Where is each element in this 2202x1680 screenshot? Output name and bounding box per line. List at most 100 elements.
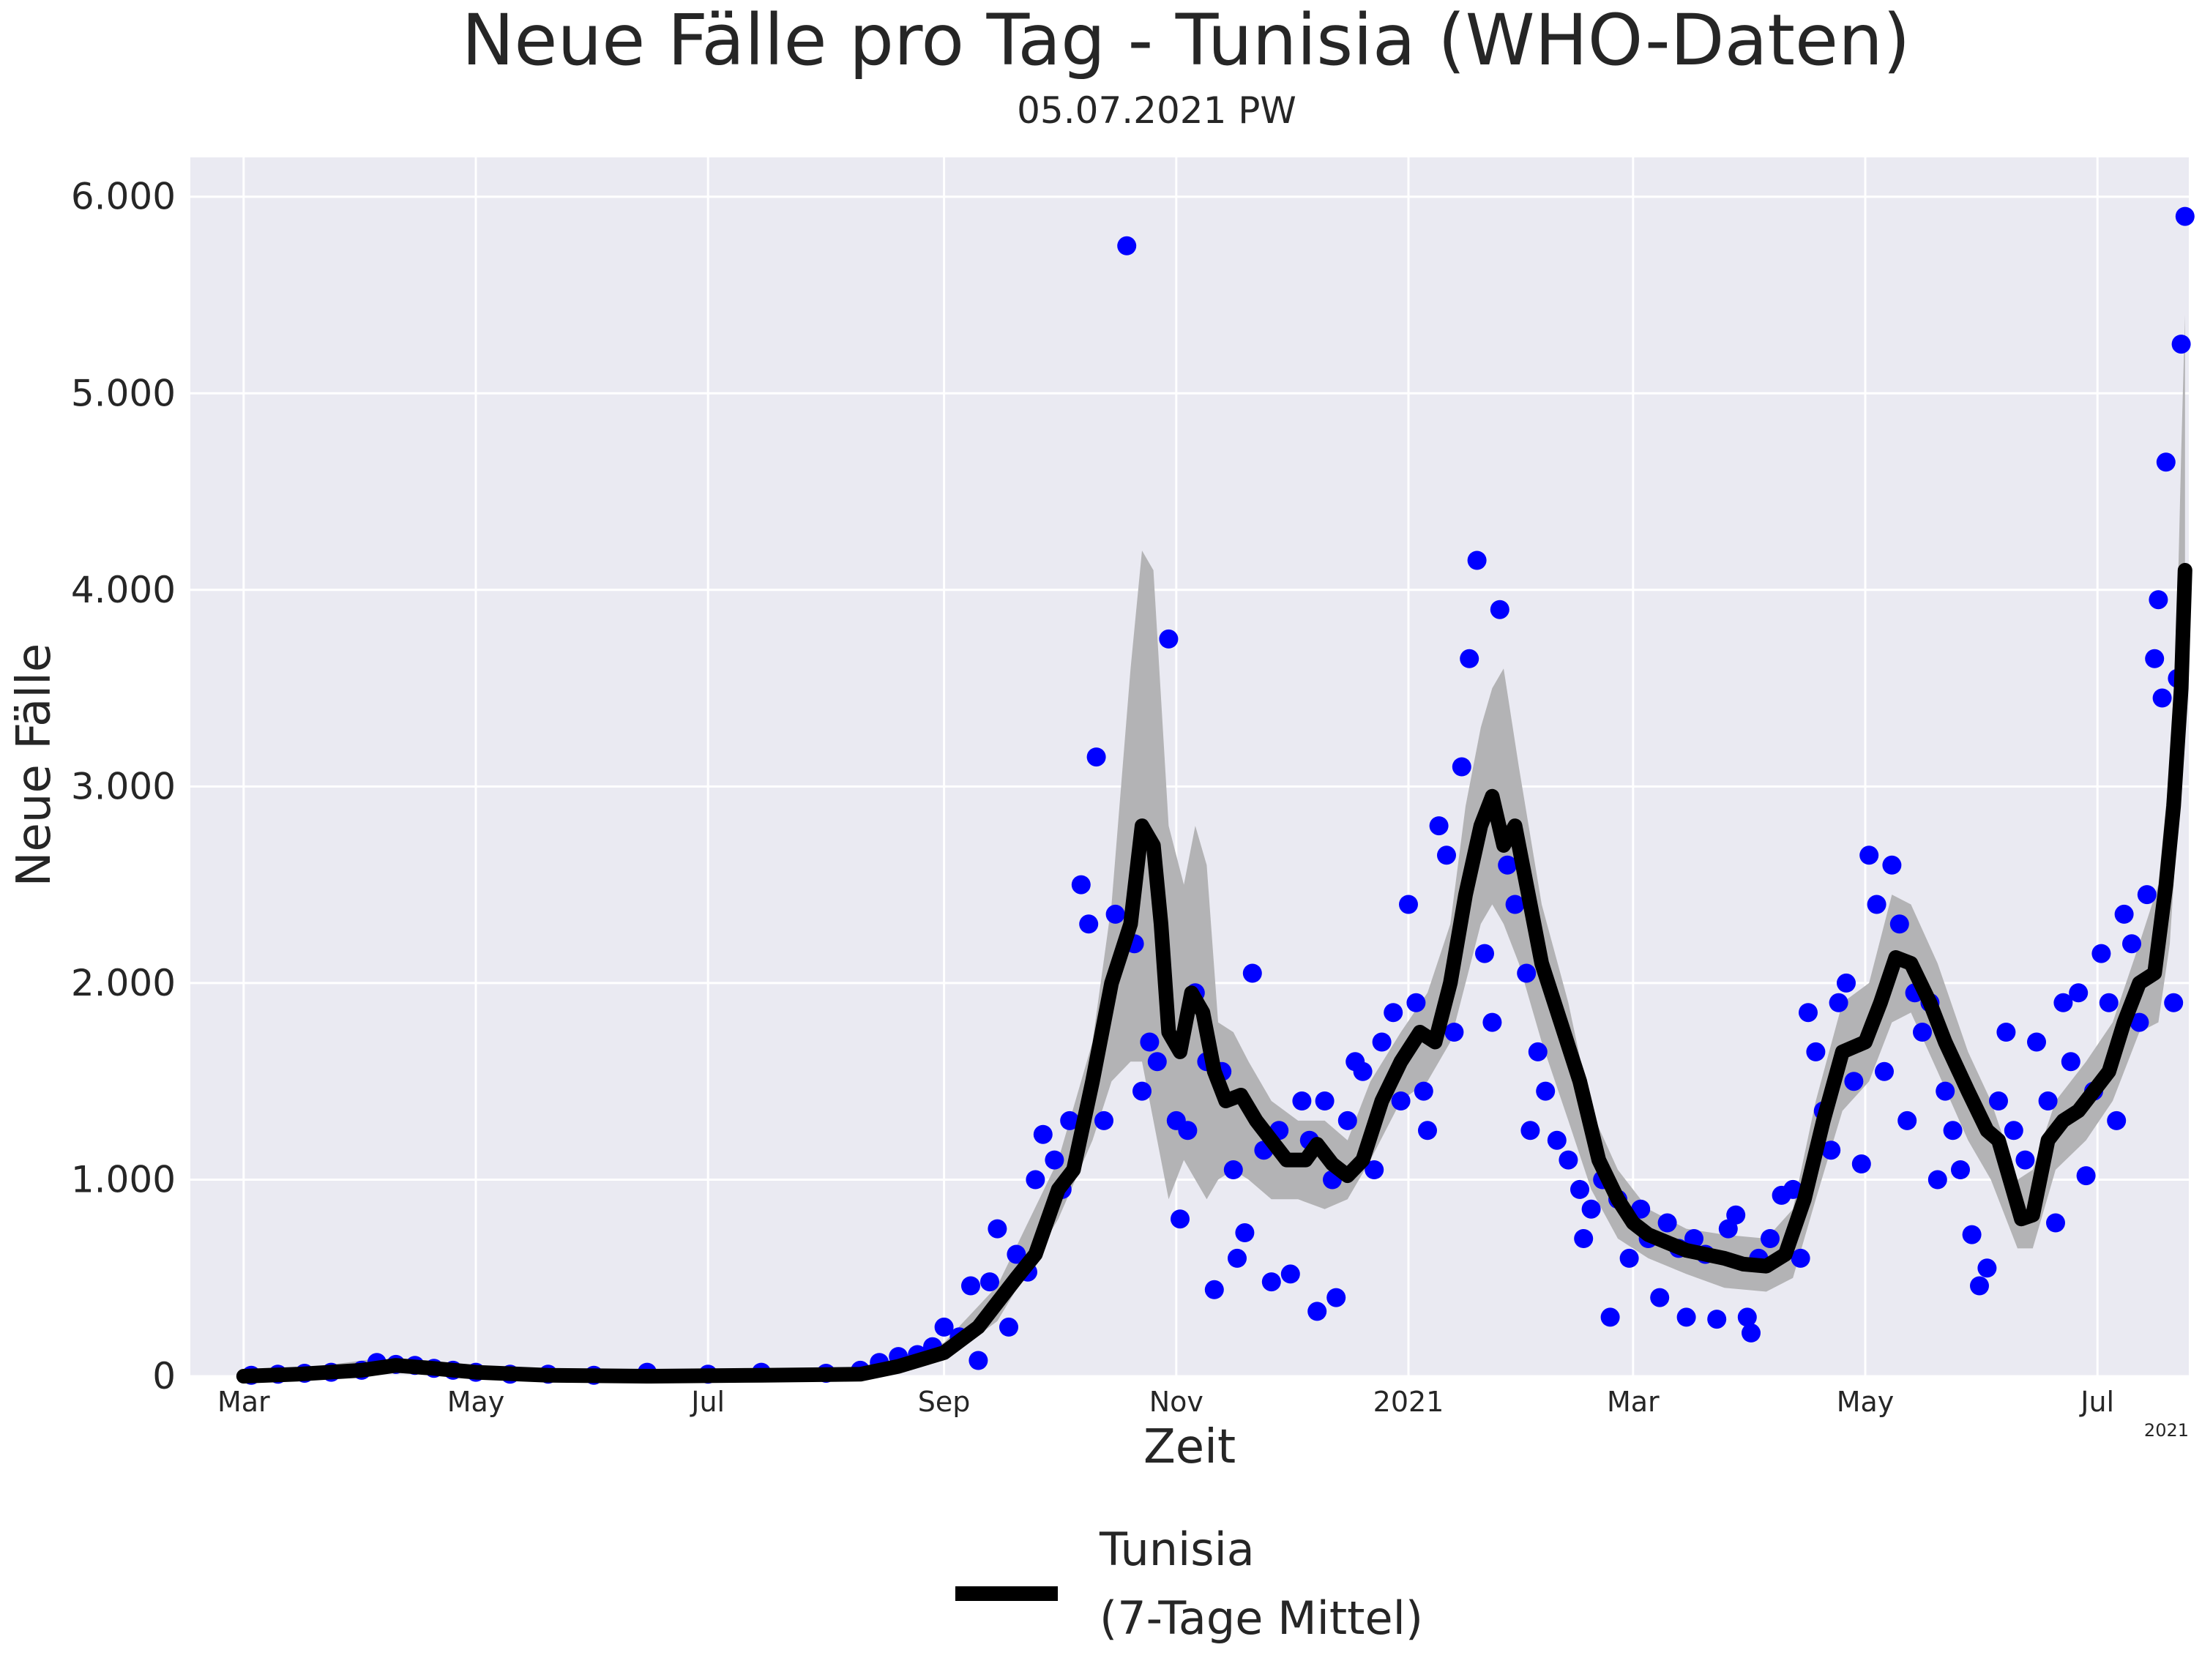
data-point	[1071, 875, 1091, 895]
data-point	[2130, 1012, 2149, 1032]
data-point	[1726, 1205, 1746, 1225]
data-point	[1989, 1091, 2008, 1110]
data-point	[1429, 816, 1449, 836]
data-point	[2099, 993, 2119, 1012]
data-point	[1657, 1213, 1677, 1233]
data-point	[1406, 993, 1426, 1012]
data-point	[1875, 1061, 1894, 1081]
chart-subtitle: 05.07.2021 PW	[1017, 89, 1296, 132]
data-point	[2122, 934, 2141, 954]
data-point	[1829, 993, 1848, 1012]
data-point	[961, 1276, 980, 1296]
y-axis-label: Neue Fälle	[7, 643, 61, 887]
y-tick-label: 2.000	[71, 962, 176, 1004]
y-tick-label: 0	[152, 1355, 176, 1397]
data-point	[1536, 1081, 1556, 1101]
data-point	[1178, 1121, 1198, 1140]
data-point	[988, 1219, 1007, 1239]
data-point	[1806, 1042, 1826, 1061]
data-point	[1292, 1091, 1312, 1110]
data-point	[1737, 1307, 1757, 1327]
data-point	[2046, 1213, 2065, 1233]
x-tick-labels: Mar May Jul Sep Nov 2021 Mar May Jul	[217, 1386, 2114, 1418]
data-point	[2107, 1110, 2127, 1130]
data-point	[2076, 1166, 2096, 1186]
data-point	[1204, 1280, 1224, 1299]
data-point	[1867, 895, 1886, 914]
data-point	[1482, 1012, 1502, 1032]
data-point	[1235, 1223, 1255, 1242]
data-point	[1844, 1072, 1864, 1091]
data-point	[1228, 1248, 1247, 1268]
data-point	[2114, 904, 2134, 924]
x-tick-label: May	[1837, 1386, 1895, 1418]
data-point	[1045, 1150, 1064, 1170]
data-point	[1353, 1061, 1373, 1081]
data-point	[1372, 1032, 1392, 1052]
x-tick-label: Mar	[217, 1386, 270, 1418]
data-point	[1242, 963, 1262, 983]
data-point	[1547, 1130, 1567, 1150]
data-point	[2027, 1032, 2046, 1052]
data-point	[1326, 1288, 1346, 1307]
x-offset-label: 2021	[2144, 1420, 2189, 1441]
data-point	[1467, 550, 1487, 570]
data-point	[1159, 629, 1179, 649]
y-tick-label: 4.000	[71, 569, 176, 611]
data-point	[1761, 1229, 1780, 1248]
y-tick-label: 3.000	[71, 765, 176, 807]
data-point	[1897, 1110, 1917, 1130]
data-point	[1117, 236, 1137, 255]
data-point	[1528, 1042, 1548, 1061]
data-point	[1742, 1323, 1761, 1343]
data-point	[934, 1317, 954, 1337]
data-point	[2156, 452, 2176, 472]
data-point	[1475, 944, 1494, 963]
data-point	[1913, 1023, 1932, 1042]
legend: Tunisia (7-Tage Mittel)	[955, 1523, 1423, 1645]
data-point	[1996, 1023, 2016, 1042]
data-point	[1600, 1307, 1620, 1327]
data-point	[1223, 1160, 1243, 1179]
data-point	[1105, 904, 1125, 924]
y-tick-label: 1.000	[71, 1158, 176, 1201]
x-tick-label: Jul	[2079, 1386, 2114, 1418]
data-point	[1570, 1179, 1589, 1199]
data-point	[1927, 1170, 1947, 1190]
data-point	[1007, 1244, 1026, 1264]
data-point	[1094, 1110, 1113, 1130]
data-point	[1676, 1307, 1696, 1327]
legend-label-line1: Tunisia	[1099, 1523, 1255, 1576]
data-point	[1147, 1052, 1167, 1072]
data-point	[1140, 1032, 1160, 1052]
data-point	[1171, 1209, 1190, 1229]
grid-lines	[190, 157, 2189, 1378]
data-point	[2152, 688, 2172, 708]
legend-label-line2: (7-Tage Mittel)	[1100, 1591, 1423, 1645]
data-point	[1951, 1160, 1970, 1179]
data-point	[1859, 845, 1879, 865]
data-point	[2091, 944, 2111, 963]
data-point	[1970, 1276, 1989, 1296]
data-point	[1791, 1248, 1810, 1268]
x-tick-label: May	[447, 1386, 505, 1418]
plot-area	[190, 157, 2189, 1376]
data-point	[1936, 1081, 1955, 1101]
data-point	[1391, 1091, 1411, 1110]
y-tick-labels: 0 1.000 2.000 3.000 4.000 5.000 6.000	[71, 176, 176, 1397]
data-point	[1033, 1124, 1053, 1144]
y-tick-label: 6.000	[71, 176, 176, 218]
x-tick-label: Mar	[1607, 1386, 1660, 1418]
data-point	[1517, 963, 1537, 983]
data-point	[1943, 1121, 1963, 1140]
data-point	[1882, 855, 1902, 875]
data-point	[1280, 1264, 1300, 1284]
data-point	[1837, 973, 1856, 993]
data-point	[1026, 1170, 1045, 1190]
data-point	[1619, 1248, 1639, 1268]
data-point	[2053, 993, 2073, 1012]
data-point	[1581, 1199, 1601, 1219]
data-point	[1707, 1310, 1727, 1329]
data-point	[1821, 1140, 1841, 1160]
